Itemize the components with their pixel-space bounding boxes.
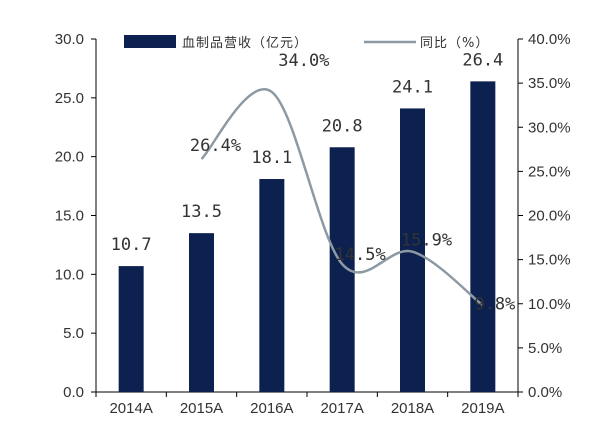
right-tick-label: 20.0% — [528, 208, 571, 225]
bar-series — [118, 81, 496, 393]
left-tick-label: 10.0 — [55, 266, 84, 283]
x-tick-label: 2017A — [320, 400, 363, 417]
bar-value-label: 10.7 — [111, 235, 152, 255]
legend-line-label: 同比（%） — [420, 36, 489, 51]
left-tick-label: 5.0 — [63, 325, 84, 342]
right-tick-label: 0.0% — [528, 384, 562, 401]
bar — [189, 233, 214, 392]
bar — [118, 266, 144, 392]
bar-value-label: 18.1 — [251, 148, 292, 168]
legend-bar-swatch — [124, 35, 176, 48]
legend-bar-label: 血制品营收（亿元） — [182, 36, 308, 51]
right-tick-label: 5.0% — [528, 340, 562, 357]
right-tick-label: 15.0% — [528, 252, 571, 269]
x-tick-label: 2015A — [180, 400, 223, 417]
legend: 血制品营收（亿元） 同比（%） — [124, 35, 489, 51]
right-tick-label: 40.0% — [528, 31, 571, 48]
bar-value-label: 20.8 — [322, 116, 363, 136]
bar-value-label: 26.4 — [462, 50, 503, 70]
line-value-label: 15.9% — [401, 231, 452, 251]
right-tick-label: 35.0% — [528, 75, 571, 92]
axes: 0.0 5.0 10.0 15.0 20.0 25.0 30.0 0.0% 5.0% 10.0% 1… — [55, 31, 571, 417]
left-tick-label: 20.0 — [55, 149, 84, 166]
left-tick-label: 30.0 — [55, 31, 84, 48]
x-tick-label: 2018A — [391, 400, 434, 417]
right-tick-label: 25.0% — [528, 163, 571, 180]
line-value-label: 26.4% — [190, 136, 241, 156]
x-tick-label: 2016A — [250, 400, 293, 417]
left-tick-label: 15.0 — [55, 208, 84, 225]
bar — [259, 179, 285, 392]
line-value-label: 9.8% — [474, 295, 515, 315]
line-value-label: 34.0% — [278, 51, 329, 71]
bar-value-label: 13.5 — [181, 202, 222, 222]
x-tick-label: 2019A — [461, 400, 504, 417]
left-tick-label: 25.0 — [55, 90, 84, 107]
bar-value-label: 24.1 — [392, 77, 433, 97]
x-tick-label: 2014A — [109, 400, 152, 417]
line-value-label: 14.5% — [335, 245, 386, 265]
bar — [470, 81, 496, 393]
data-labels: 10.7 13.5 18.1 20.8 24.1 26.4 26.4% 34.0% 14.5% 1… — [111, 50, 516, 314]
right-tick-label: 30.0% — [528, 119, 571, 136]
left-tick-label: 0.0 — [63, 384, 84, 401]
line-series — [200, 88, 484, 307]
yoy-line — [200, 88, 484, 307]
right-tick-label: 10.0% — [528, 296, 571, 313]
